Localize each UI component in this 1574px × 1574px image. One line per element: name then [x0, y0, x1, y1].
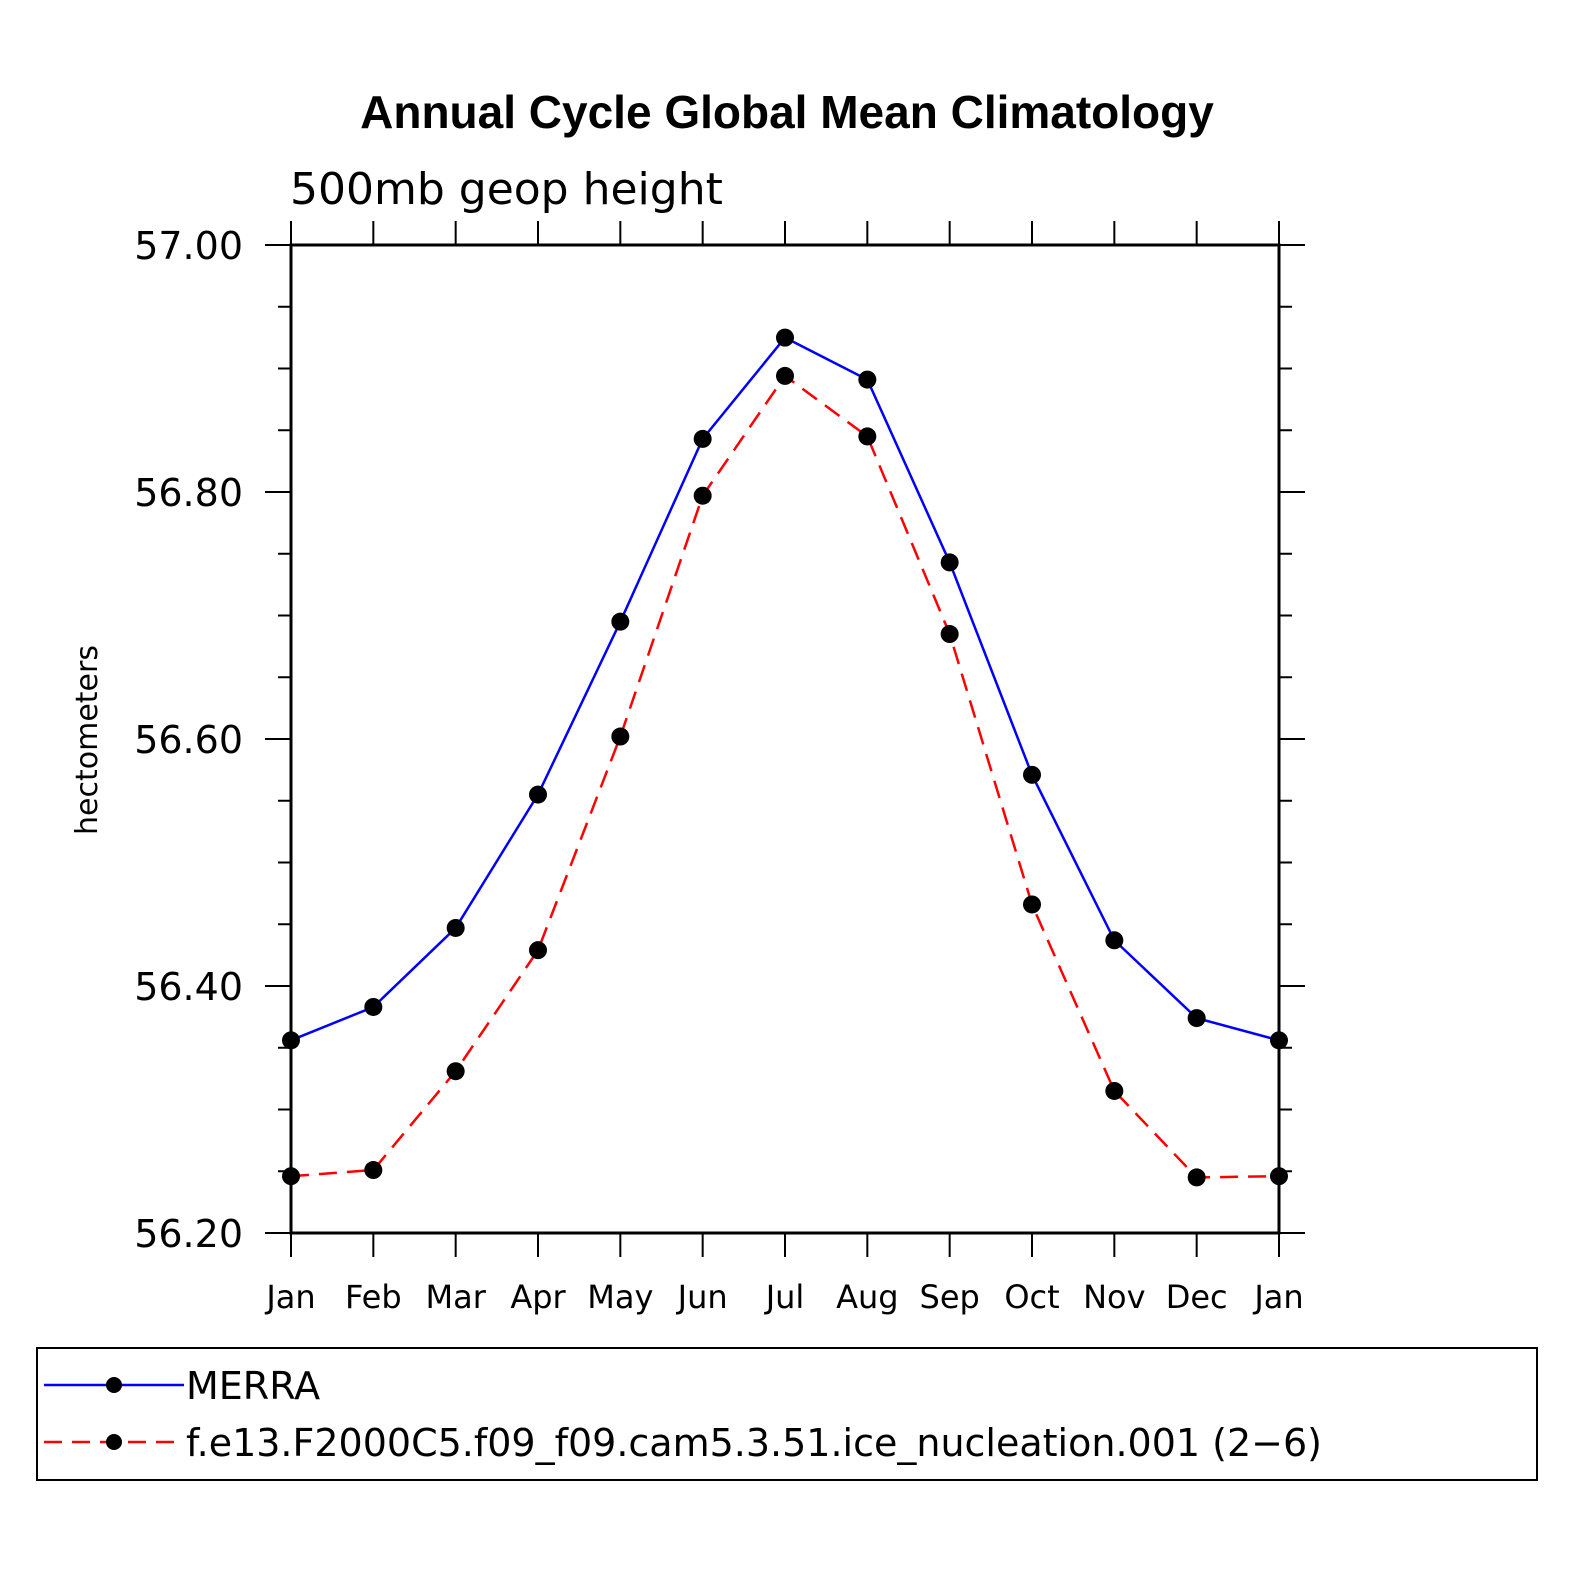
series-1-point [1270, 1167, 1288, 1186]
series-0-point [776, 328, 794, 347]
series-1-point [1023, 895, 1041, 914]
y-axis-label: hectometers [70, 645, 105, 835]
x-tick-label: Jan [264, 1278, 315, 1316]
series-0-point [940, 553, 959, 572]
series-0-point [1023, 765, 1041, 784]
series-0-point [1270, 1031, 1288, 1050]
legend-marker-model [106, 1434, 122, 1450]
x-tick-label: Nov [1083, 1278, 1145, 1316]
series-line-0 [290, 336, 1280, 1042]
legend-marker-merra [106, 1377, 122, 1393]
series-0-point [858, 370, 877, 389]
series-1-point [693, 486, 712, 505]
x-tick-label: Jun [676, 1278, 728, 1316]
axes: 56.20 56.40 56.60 56.80 57.00 Jan Feb Mar Apr May… [134, 221, 1305, 1316]
series-0-point [364, 997, 383, 1016]
x-tick-label: Feb [345, 1278, 402, 1316]
chart-title: Annual Cycle Global Mean Climatology [360, 86, 1214, 138]
series-0-point [1187, 1009, 1206, 1028]
series-0-point [529, 785, 547, 804]
y-tick-label: 56.80 [134, 471, 243, 515]
x-tick-label: Jan [1252, 1278, 1303, 1316]
series-0-point [446, 918, 465, 937]
y-tick-label: 56.40 [134, 965, 243, 1009]
series-1-point [1187, 1168, 1206, 1187]
series-0-point [693, 429, 712, 448]
series-1-point [282, 1167, 300, 1186]
series-1-point [364, 1161, 383, 1180]
series-1-point [858, 427, 877, 446]
x-tick-label: Sep [920, 1278, 980, 1316]
series-1-point [446, 1062, 465, 1081]
chart-subtitle: 500mb geop height [290, 164, 723, 215]
series-1-point [940, 625, 959, 644]
x-tick-label: Aug [836, 1278, 898, 1316]
legend-label-model: f.e13.F2000C5.f09_f09.cam5.3.51.ice_nucl… [186, 1421, 1322, 1465]
x-tick-label: May [587, 1278, 653, 1316]
series-layer [282, 328, 1288, 1187]
legend-box [36, 1347, 1538, 1481]
x-tick-label: Mar [425, 1278, 486, 1316]
series-line-1 [290, 374, 1280, 1179]
series-1-point [529, 941, 547, 960]
series-0-point [282, 1031, 300, 1050]
x-tick-label: Jul [764, 1278, 805, 1316]
series-1-point [611, 727, 630, 746]
y-tick-label: 56.60 [134, 718, 243, 762]
x-tick-label: Apr [510, 1278, 566, 1316]
y-tick-label: 56.20 [134, 1212, 243, 1256]
plot-frame [289, 243, 1281, 1235]
series-1-point [1105, 1081, 1124, 1100]
series-1-point [776, 366, 794, 385]
legend: MERRA f.e13.F2000C5.f09_f09.cam5.3.51.ic… [36, 1347, 1538, 1481]
y-tick-label: 57.00 [134, 224, 243, 268]
series-0-point [1105, 931, 1124, 950]
x-tick-label: Oct [1004, 1278, 1059, 1316]
series-0-point [611, 612, 630, 631]
legend-label-merra: MERRA [186, 1364, 320, 1408]
x-tick-label: Dec [1166, 1278, 1228, 1316]
